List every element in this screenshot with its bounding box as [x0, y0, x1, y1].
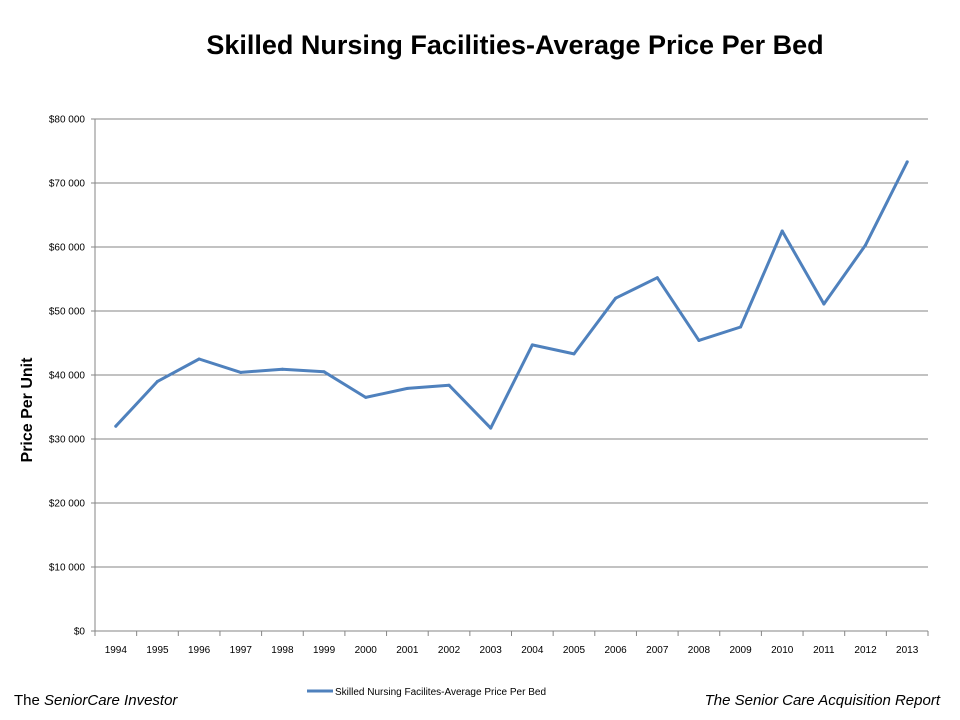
x-tick-label: 2012 — [854, 645, 877, 656]
data-point — [364, 395, 368, 399]
x-tick-labels: 1994 1995 1996 1997 1998 1999 2000 2001 2002 2003… — [105, 645, 919, 656]
data-point — [405, 386, 409, 390]
data-point — [864, 243, 868, 247]
data-point — [655, 276, 659, 280]
data-point — [572, 352, 576, 356]
footer-source-left: The SeniorCare Investor — [14, 692, 177, 709]
data-point — [822, 302, 826, 306]
data-point — [739, 325, 743, 329]
footer-source-right: The Senior Care Acquisition Report — [704, 692, 940, 709]
x-tick-label: 2011 — [813, 645, 835, 656]
x-tick-label: 2003 — [480, 645, 503, 656]
y-axis-label: Price Per Unit — [19, 357, 36, 463]
gridlines — [95, 118, 928, 568]
y-tick-label: $50 000 — [49, 307, 86, 318]
data-point — [530, 343, 534, 347]
y-tick-label: $70 000 — [49, 179, 86, 190]
x-tick-label: 2007 — [646, 645, 669, 656]
data-point — [239, 370, 243, 374]
x-tick-label: 2004 — [521, 645, 544, 656]
y-tick-label: $40 000 — [49, 371, 86, 382]
chart-title: Skilled Nursing Facilities-Average Price… — [206, 30, 824, 60]
y-tick-label: $10 000 — [49, 563, 86, 574]
data-point — [114, 424, 118, 428]
y-tick-label: $20 000 — [49, 499, 86, 510]
axes — [91, 118, 929, 636]
series-lines — [114, 160, 909, 430]
y-tick-label: $30 000 — [49, 435, 86, 446]
x-tick-label: 1996 — [188, 645, 211, 656]
series-line — [114, 160, 909, 430]
data-point — [489, 426, 493, 430]
x-tick-label: 2013 — [896, 645, 919, 656]
x-tick-label: 2010 — [771, 645, 794, 656]
y-tick-label: $60 000 — [49, 243, 86, 254]
data-point — [280, 367, 284, 371]
data-point — [697, 338, 701, 342]
x-tick-label: 1995 — [146, 645, 169, 656]
x-tick-label: 2002 — [438, 645, 461, 656]
y-tick-label: $80 000 — [49, 115, 86, 126]
y-tick-labels: $0 $10 000 $20 000 $30 000 $40 000 $50 000 $60… — [49, 115, 86, 638]
data-point — [905, 160, 909, 164]
footer-left-publication: SeniorCare Investor — [44, 692, 178, 709]
x-tick-label: 1997 — [230, 645, 253, 656]
x-tick-label: 2009 — [729, 645, 752, 656]
x-tick-label: 2006 — [605, 645, 628, 656]
x-tick-label: 1998 — [271, 645, 294, 656]
footer-left-prefix: The — [14, 692, 45, 709]
legend: Skilled Nursing Facilites-Average Price … — [307, 687, 546, 698]
legend-label: Skilled Nursing Facilites-Average Price … — [335, 687, 546, 698]
data-point — [197, 357, 201, 361]
x-tick-label: 2001 — [396, 645, 419, 656]
x-tick-label: 2008 — [688, 645, 711, 656]
y-tick-label: $0 — [74, 627, 86, 638]
x-tick-label: 1994 — [105, 645, 128, 656]
data-point — [155, 379, 159, 383]
x-tick-label: 2000 — [355, 645, 378, 656]
data-point — [614, 296, 618, 300]
data-point — [322, 370, 326, 374]
x-tick-label: 1999 — [313, 645, 336, 656]
data-point — [780, 229, 784, 233]
x-tick-label: 2005 — [563, 645, 586, 656]
data-point — [447, 383, 451, 387]
